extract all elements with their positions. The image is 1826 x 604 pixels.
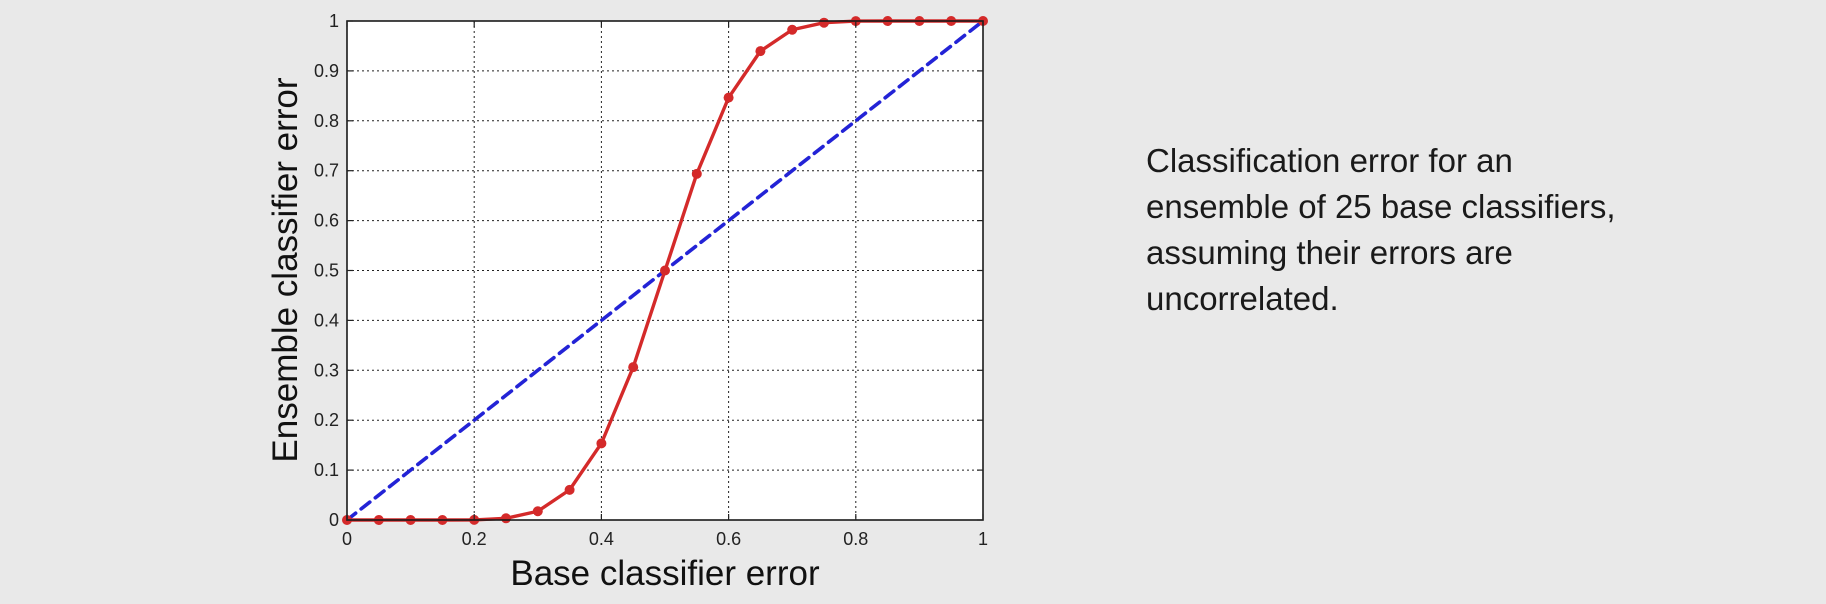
y-tick-label: 0 (329, 510, 339, 530)
y-tick-label: 0.5 (314, 261, 339, 281)
data-point (787, 24, 798, 35)
data-point (819, 17, 829, 28)
x-tick-label: 0.2 (462, 529, 487, 549)
x-tick-label: 0.4 (589, 529, 614, 549)
caption-line: uncorrelated. (1146, 280, 1339, 317)
data-point (660, 265, 670, 276)
y-tick-label: 0.4 (314, 310, 339, 330)
data-point (596, 438, 607, 449)
data-point (501, 513, 511, 524)
data-point (691, 168, 702, 179)
x-axis-label: Base classifier error (510, 554, 820, 593)
data-point (564, 484, 575, 495)
y-tick-label: 0.3 (314, 360, 339, 380)
y-tick-label: 0.2 (314, 410, 339, 430)
data-point (532, 506, 543, 517)
y-tick-label: 0.8 (314, 111, 339, 131)
y-tick-label: 0.9 (314, 61, 339, 81)
y-axis-label: Ensemble classifier error (266, 77, 305, 462)
x-tick-label: 0.8 (843, 529, 868, 549)
caption-line: Classification error for an (1146, 142, 1513, 179)
y-tick-label: 1 (329, 11, 339, 31)
x-tick-label: 0 (342, 529, 352, 549)
chart-caption: Classification error for an ensemble of … (1146, 138, 1766, 322)
y-tick-label: 0.1 (314, 460, 339, 480)
data-point (723, 92, 734, 103)
axis-ticks: 0 0.2 0.4 0.6 0.8 1 0 0.1 0.2 0.3 0.4 0.5 0.6 0.7 0.8 0… (314, 11, 988, 549)
caption-line: assuming their errors are (1146, 234, 1513, 271)
grid-lines (347, 21, 983, 520)
data-point (755, 46, 766, 57)
y-tick-label: 0.6 (314, 211, 339, 231)
x-tick-label: 0.6 (716, 529, 741, 549)
data-point (628, 362, 639, 373)
x-tick-label: 1 (978, 529, 988, 549)
caption-line: ensemble of 25 base classifiers, (1146, 188, 1616, 225)
y-tick-label: 0.7 (314, 161, 339, 181)
